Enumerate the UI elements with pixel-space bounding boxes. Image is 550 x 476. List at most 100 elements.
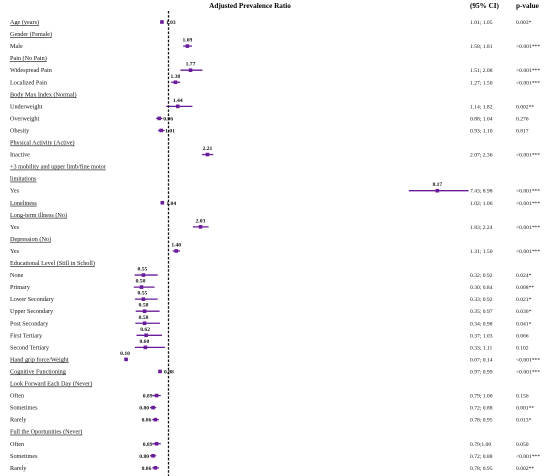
row-label: Body Max Index (Normal) [10, 91, 77, 98]
p-value: 0.102 [516, 345, 529, 351]
chart-title: Adjusted Prevalence Ratio [209, 2, 291, 10]
row-label: Widespread Pain [10, 67, 52, 74]
p-value: 0.002** [516, 104, 534, 110]
p-value: 0.041* [516, 321, 532, 327]
p-value: 0.024* [516, 273, 532, 279]
row-label: Primary [10, 284, 31, 291]
row-label: Physical Activity (Active) [10, 140, 75, 147]
p-value: <0.001*** [516, 357, 540, 363]
row-label: +3 mobility and upper limb/fine motor [10, 164, 106, 171]
row-label: Educational Level (Still in Scholl) [10, 260, 95, 267]
estimate-marker [139, 285, 144, 289]
estimate-label: 1.03 [166, 20, 176, 26]
estimate-label: 0.58 [139, 303, 149, 309]
ci-value: 1.27; 1.50 [470, 80, 493, 86]
estimate-label: 1.04 [166, 201, 176, 207]
ci-value: 0.78; 0.95 [470, 466, 493, 472]
ci-column-header: (95% CI) [470, 2, 500, 10]
estimate-label: 0.86 [142, 466, 152, 472]
p-value: 0.817 [516, 128, 529, 134]
p-value: 0.008** [516, 285, 534, 291]
estimate-marker [142, 321, 147, 326]
ci-value: 0.78; 0.95 [470, 418, 493, 424]
p-value: 0.050 [516, 442, 529, 448]
estimate-label: 0.80 [139, 454, 149, 460]
estimate-marker [157, 116, 162, 121]
estimate-label: 2.03 [196, 218, 206, 224]
ci-value: 0.30; 0.84 [470, 285, 493, 291]
row-label: Hand grip force/Weight [10, 356, 69, 363]
row-label: Post Secondary [10, 320, 49, 327]
estimate-marker [435, 188, 440, 193]
estimate-marker [174, 249, 179, 253]
p-value: 0.036* [516, 309, 532, 315]
row-label: Second Tertiary [10, 344, 50, 351]
estimate-marker [153, 466, 158, 470]
row-label: Look Forward Each Day (Never) [10, 381, 92, 388]
ci-value: 0.88; 1.04 [470, 116, 493, 122]
row-label: Overweight [10, 115, 39, 122]
estimate-label: 1.40 [171, 242, 181, 248]
estimate-marker [185, 44, 190, 48]
estimate-label: 0.62 [140, 327, 150, 333]
row-label: Obesity [10, 127, 30, 134]
ci-value: 0.79;1.00 [470, 442, 491, 448]
row-label: Often [10, 393, 24, 400]
estimate-label: 0.89 [143, 394, 153, 400]
ci-value: 0.33; 1.11 [470, 345, 493, 351]
estimate-marker [142, 309, 147, 313]
estimate-label: 1.38 [171, 74, 181, 80]
p-value-column-header: p-value [516, 2, 539, 10]
p-value: 0.156 [516, 394, 529, 400]
estimate-marker [173, 80, 178, 85]
ci-value: 0.79; 1.00 [470, 394, 493, 400]
row-label: Rarely [10, 417, 27, 424]
ci-value: 0.37; 1.03 [470, 333, 493, 339]
estimate-label: 2.21 [203, 146, 213, 152]
estimate-label: 0.89 [143, 442, 153, 448]
row-label: Cognitive Functioning [10, 368, 66, 375]
estimate-marker [141, 273, 146, 277]
estimate-label: 0.10 [120, 351, 130, 357]
p-value: <0.001*** [516, 44, 540, 50]
estimate-label: 1.69 [183, 38, 193, 44]
p-value: <0.001*** [516, 201, 540, 207]
estimate-label: 0.50 [136, 279, 146, 285]
row-label: Male [10, 43, 23, 50]
estimate-label: 0.86 [142, 418, 152, 424]
row-label: Yes [10, 224, 20, 231]
ci-value: 0.07; 0.14 [470, 357, 493, 363]
estimate-marker [153, 417, 158, 422]
ci-value: 0.32; 0.92 [470, 273, 493, 279]
row-label: None [10, 272, 24, 279]
row-label: First Tertiary [10, 332, 43, 339]
estimate-marker [159, 128, 163, 133]
ci-value: 2.07; 2.36 [470, 153, 493, 159]
p-value: 0.013* [516, 418, 532, 424]
estimate-label: 0.80 [139, 406, 149, 412]
estimate-marker [154, 393, 159, 398]
estimate-marker [160, 200, 165, 205]
estimate-label: 0.58 [139, 315, 149, 321]
p-value: <0.001*** [516, 153, 540, 159]
ci-value: 1.02; 1.06 [470, 201, 493, 207]
estimate-label: 1.77 [186, 62, 196, 68]
estimate-label: 0.55 [138, 291, 148, 297]
ci-value: 1.83; 2.24 [470, 225, 493, 231]
ci-value: 0.33; 0.92 [470, 297, 493, 303]
estimate-marker [151, 454, 155, 458]
estimate-label: 8.17 [432, 182, 442, 188]
row-label: Rarely [10, 465, 27, 472]
row-label: Loneliness [10, 200, 37, 207]
p-value: <0.001*** [516, 454, 540, 460]
ci-value: 1.31; 1.50 [470, 249, 493, 255]
rows-layer: Age (years) 1.03 1.01; 1.05 0.003* Gender (F… [10, 19, 540, 472]
row-label: Sometimes [10, 453, 38, 460]
p-value: <0.001*** [516, 189, 540, 195]
p-value: <0.001*** [516, 369, 540, 375]
estimate-marker [205, 152, 210, 157]
row-label: Yes [10, 248, 20, 255]
estimate-marker [141, 297, 146, 301]
ci-value: 0.34; 0.98 [470, 321, 493, 327]
